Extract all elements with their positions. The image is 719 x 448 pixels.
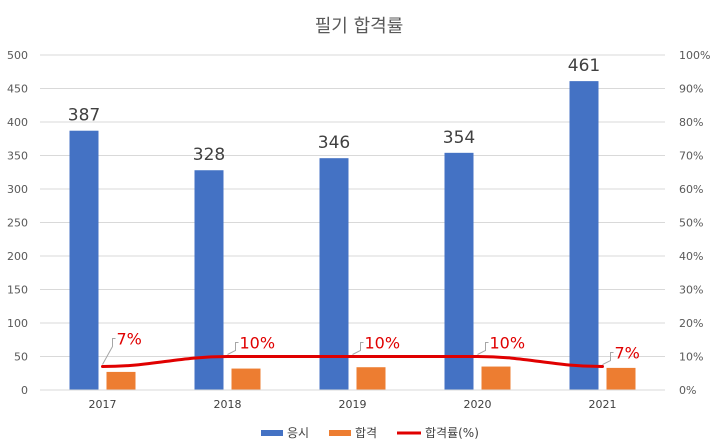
bar-applicants bbox=[194, 170, 224, 390]
legend-swatch-applicants bbox=[261, 430, 283, 436]
bar-passed bbox=[231, 368, 261, 390]
y-tick-label: 350 bbox=[7, 150, 28, 163]
y-tick-label: 450 bbox=[7, 83, 28, 96]
rate-leader-line bbox=[352, 342, 364, 355]
y2-tick-label: 100% bbox=[679, 49, 710, 62]
bar-value-label: 387 bbox=[68, 106, 100, 126]
chart-title: 필기 합격률 bbox=[315, 16, 404, 37]
y-tick-label: 100 bbox=[7, 317, 28, 330]
y-tick-label: 50 bbox=[14, 351, 28, 364]
bar-passed bbox=[356, 367, 386, 390]
y2-tick-label: 70% bbox=[679, 150, 703, 163]
bar-applicants bbox=[569, 81, 599, 390]
legend-swatch-passed bbox=[329, 430, 351, 436]
rate-value-label: 10% bbox=[365, 334, 401, 353]
y-tick-label: 300 bbox=[7, 183, 28, 196]
bar-applicants bbox=[444, 152, 474, 390]
y2-tick-label: 50% bbox=[679, 217, 703, 230]
rate-leader-line bbox=[102, 338, 116, 365]
y2-tick-label: 40% bbox=[679, 250, 703, 263]
x-tick-label: 2018 bbox=[214, 398, 242, 411]
axes: 0 50 100 150 200 250 300 350 400 450 500 0% 10% 20% 30… bbox=[7, 49, 710, 411]
x-tick-label: 2021 bbox=[589, 398, 617, 411]
rate-value-label: 7% bbox=[615, 344, 640, 363]
legend-label-passed: 합격 bbox=[355, 426, 377, 440]
rate-line-path bbox=[101, 354, 604, 369]
rate-value-label: 10% bbox=[490, 334, 526, 353]
data-labels: 387 328 346 354 461 7% 10% 10% 10% 7% bbox=[68, 56, 640, 365]
y-tick-label: 150 bbox=[7, 284, 28, 297]
bar-passed bbox=[481, 366, 511, 390]
bars bbox=[69, 81, 636, 390]
gridlines bbox=[40, 54, 665, 357]
rate-value-label: 10% bbox=[240, 334, 276, 353]
rate-leader-line bbox=[227, 342, 239, 355]
y-tick-label: 250 bbox=[7, 217, 28, 230]
bar-applicants bbox=[69, 130, 99, 390]
y-tick-label: 500 bbox=[7, 49, 28, 62]
y2-tick-label: 0% bbox=[679, 384, 696, 397]
x-tick-label: 2020 bbox=[464, 398, 492, 411]
bar-applicants bbox=[319, 158, 349, 390]
y2-tick-label: 20% bbox=[679, 317, 703, 330]
legend-label-applicants: 응시 bbox=[287, 426, 309, 440]
bar-value-label: 328 bbox=[193, 145, 225, 165]
y-tick-label: 400 bbox=[7, 116, 28, 129]
bar-value-label: 461 bbox=[568, 56, 600, 76]
y2-tick-label: 10% bbox=[679, 351, 703, 364]
y-tick-label: 0 bbox=[21, 384, 28, 397]
x-tick-label: 2019 bbox=[339, 398, 367, 411]
y2-tick-label: 90% bbox=[679, 83, 703, 96]
bar-value-label: 346 bbox=[318, 133, 350, 153]
y2-tick-label: 30% bbox=[679, 284, 703, 297]
legend-label-rate: 합격률(%) bbox=[425, 426, 479, 440]
x-tick-label: 2017 bbox=[89, 398, 117, 411]
bar-value-label: 354 bbox=[443, 128, 475, 148]
y-tick-label: 200 bbox=[7, 250, 28, 263]
y2-tick-label: 60% bbox=[679, 183, 703, 196]
bar-passed bbox=[606, 367, 636, 390]
y2-tick-label: 80% bbox=[679, 116, 703, 129]
rate-leader-line bbox=[602, 352, 614, 365]
rate-value-label: 7% bbox=[117, 330, 142, 349]
rate-line bbox=[101, 354, 604, 369]
rate-leader-line bbox=[477, 342, 489, 355]
legend: 응시 합격 합격률(%) bbox=[261, 426, 479, 440]
bar-passed bbox=[106, 371, 136, 390]
